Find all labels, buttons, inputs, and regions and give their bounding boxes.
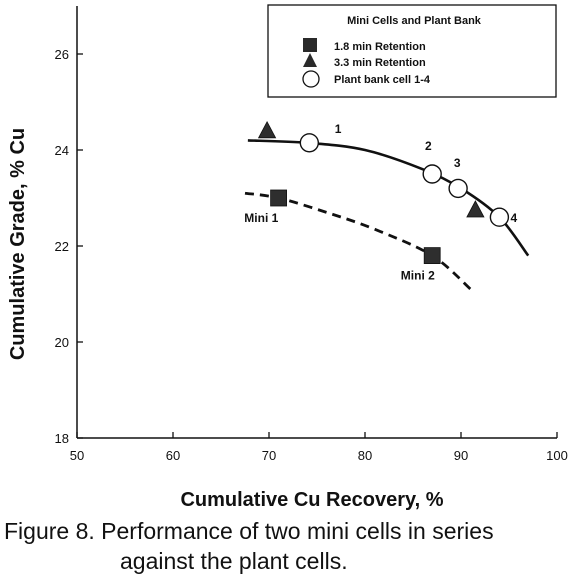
x-tick-label: 50 — [70, 448, 84, 463]
legend-label-3: Plant bank cell 1-4 — [334, 74, 431, 86]
trend-lines — [244, 139, 530, 291]
x-tick-label: 80 — [358, 448, 372, 463]
y-tick-label: 22 — [55, 239, 69, 254]
triangle-data-point — [466, 200, 485, 218]
annotations: Mini 1 Mini 2 1 2 3 4 — [244, 122, 517, 282]
mini-cell-trend-line — [244, 191, 472, 291]
annotation-label: 4 — [510, 211, 517, 225]
legend-label-1: 1.8 min Retention — [334, 41, 426, 53]
x-tick-label: 60 — [166, 448, 180, 463]
square-data-point — [270, 189, 288, 207]
annotation-label: Mini 2 — [401, 269, 435, 283]
chart: 50 60 70 80 90 100 18 20 22 24 26 Mini 1 Mini 2 1 2 3 4… — [7, 4, 568, 510]
x-tick-label: 70 — [262, 448, 276, 463]
legend-triangle-icon — [303, 53, 317, 67]
circle-data-point — [299, 133, 320, 153]
plant-bank-trend-line — [247, 139, 530, 257]
legend-label-2: 3.3 min Retention — [334, 57, 426, 69]
circle-data-point — [422, 164, 442, 184]
legend-circle-icon — [302, 70, 320, 88]
y-tick-label: 24 — [55, 143, 69, 158]
circle-data-point — [489, 207, 510, 227]
x-tick-label: 90 — [454, 448, 468, 463]
y-tick-label: 20 — [55, 335, 69, 350]
y-axis-title: Cumulative Grade, % Cu — [7, 128, 29, 360]
annotation-label: 3 — [454, 156, 461, 170]
y-tick-label: 26 — [55, 47, 69, 62]
annotation-label: Mini 1 — [244, 211, 278, 225]
annotation-label: 2 — [425, 139, 432, 153]
caption-line-1: Figure 8. Performance of two mini cells … — [4, 518, 494, 544]
caption-line-2: against the plant cells. — [120, 548, 348, 574]
square-data-point — [423, 247, 441, 265]
legend-square-icon — [303, 38, 317, 52]
triangle-data-point — [257, 120, 277, 139]
y-tick-label: 18 — [55, 431, 69, 446]
x-tick-label: 100 — [546, 448, 568, 463]
legend: Mini Cells and Plant Bank 1.8 min Retent… — [267, 4, 557, 98]
axes — [76, 6, 557, 439]
legend-title: Mini Cells and Plant Bank — [347, 15, 482, 27]
data-points — [257, 120, 510, 265]
annotation-label: 1 — [335, 122, 342, 136]
figure-caption: Figure 8. Performance of two mini cells … — [4, 516, 570, 576]
x-axis-title: Cumulative Cu Recovery, % — [180, 489, 443, 510]
circle-data-point — [448, 178, 468, 199]
